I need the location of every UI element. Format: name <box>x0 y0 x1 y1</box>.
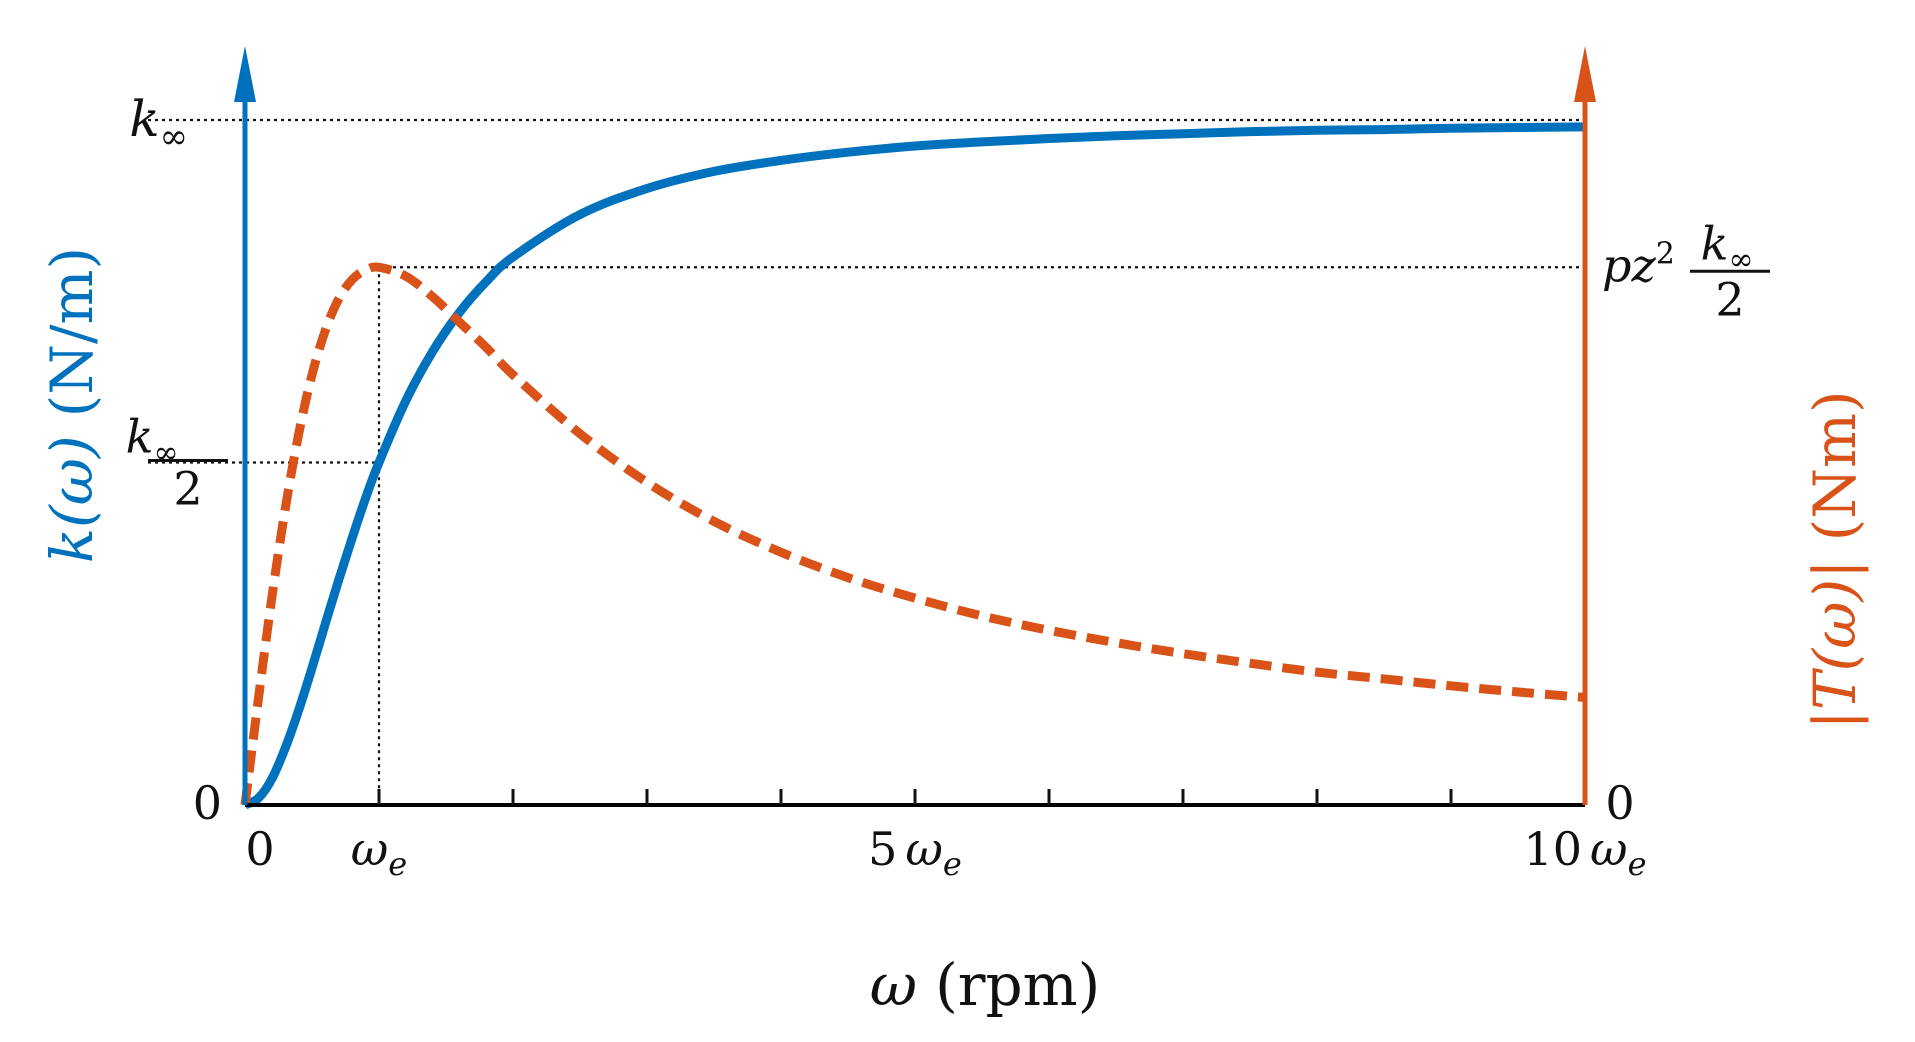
right-tick-label-peak-den: 2 <box>1715 272 1744 326</box>
right-tick-label-peak-prefix: pz2 <box>1602 236 1675 292</box>
x-tick-omega: ω <box>351 822 389 876</box>
right-y-axis-label: |T(ω)| (Nm) <box>1801 390 1869 729</box>
x-ticks <box>377 789 1453 805</box>
series-layer <box>240 122 1586 810</box>
right-tick-k: k <box>1701 216 1729 270</box>
left-tick-half-k-sub: ∞ <box>153 436 178 471</box>
x-tick-label-5: 5 ωe <box>868 822 962 883</box>
right-tick-pz: pz <box>1602 238 1656 292</box>
left-tick-label-k-inf: k∞ <box>129 90 188 157</box>
x-tick-subscript: e <box>943 845 962 883</box>
series-line-torque <box>240 262 1586 806</box>
right-axis-arrow-icon <box>1574 46 1596 102</box>
left-y-axis-arg: (ω) <box>38 435 106 528</box>
x-tick-label-1: ωe <box>351 822 407 883</box>
x-tick-label-0: 0 <box>245 822 274 876</box>
left-tick-k: k <box>129 90 159 148</box>
left-tick-label-zero: 0 <box>193 776 222 830</box>
x-tick-omega: ω <box>1590 822 1628 876</box>
left-tick-half-k: k <box>126 410 154 464</box>
x-tick-number: 0 <box>245 822 274 876</box>
reference-lines <box>148 118 1585 805</box>
x-axis-symbol: ω <box>870 951 917 1019</box>
left-tick-label-k-half-den: 2 <box>173 462 202 516</box>
axes-layer <box>234 46 1596 807</box>
left-axis-arrow-icon <box>234 46 256 102</box>
left-tick-zero-text: 0 <box>193 776 222 830</box>
left-tick-half-den: 2 <box>173 462 202 516</box>
x-tick-subscript: e <box>1628 845 1647 883</box>
left-tick-label-k-half-num: k∞ <box>126 410 179 471</box>
right-y-axis-symbol: |T(ω)| <box>1801 559 1869 729</box>
left-tick-k-sub: ∞ <box>160 117 188 157</box>
x-tick-label-10: 10 ωe <box>1524 822 1647 883</box>
left-y-axis-unit: (N/m) <box>38 247 106 418</box>
left-y-axis-label: k(ω) (N/m) <box>38 247 106 563</box>
left-y-axis-symbol: k <box>38 528 106 563</box>
x-axis-unit: (rpm) <box>935 951 1100 1019</box>
right-tick-den: 2 <box>1715 272 1744 326</box>
right-y-axis-unit: (Nm) <box>1801 390 1869 541</box>
x-tick-subscript: e <box>388 845 407 883</box>
right-tick-sup: 2 <box>1656 236 1675 271</box>
right-tick-label-peak-num: k∞ <box>1701 216 1754 277</box>
x-tick-number: 10 <box>1524 822 1583 876</box>
right-tick-zero-text: 0 <box>1605 776 1634 830</box>
x-tick-omega: ω <box>905 822 943 876</box>
x-axis-label: ω (rpm) <box>870 951 1100 1019</box>
right-tick-label-zero: 0 <box>1605 776 1634 830</box>
series-line-stiffness <box>242 122 1586 810</box>
x-tick-number: 5 <box>868 822 897 876</box>
